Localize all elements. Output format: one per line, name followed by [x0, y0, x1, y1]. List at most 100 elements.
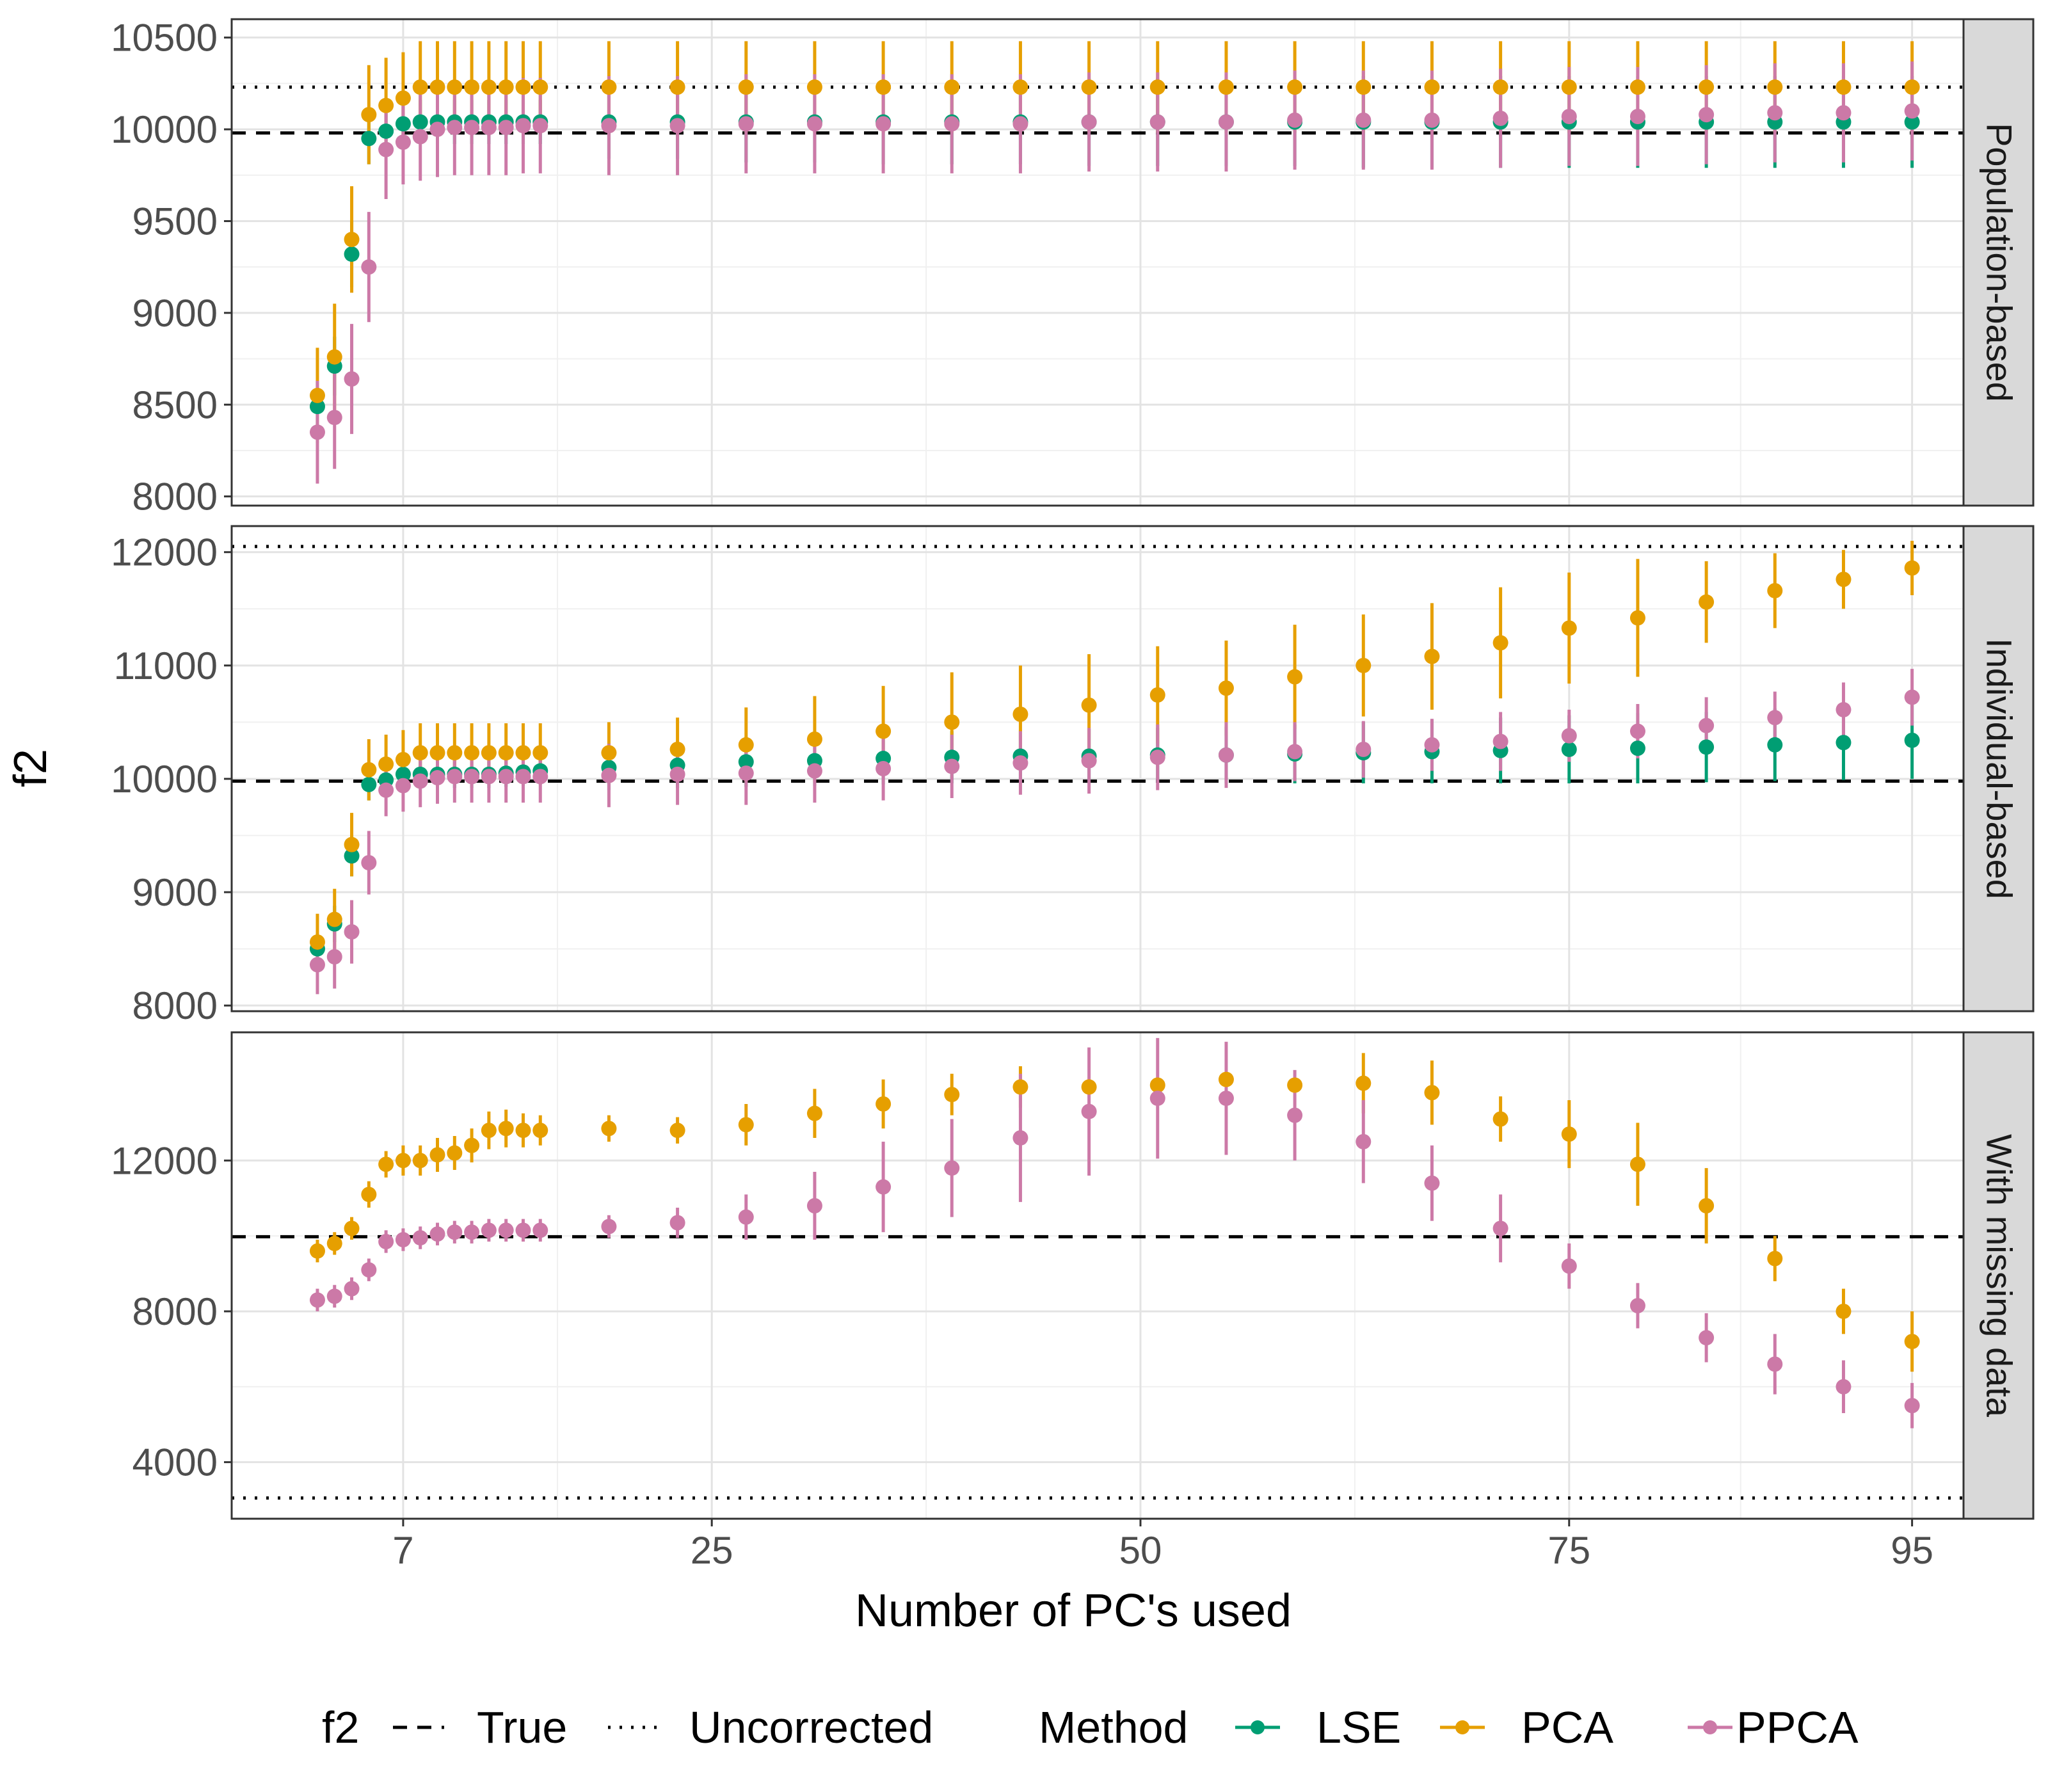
ppca-point: [378, 1233, 394, 1249]
pca-point: [1492, 635, 1508, 651]
legend-key-lse-point: [1251, 1720, 1265, 1734]
ppca-point: [601, 1219, 617, 1235]
ppca-point: [944, 1160, 960, 1176]
pca-point: [395, 751, 411, 767]
ppca-point: [601, 767, 617, 783]
pca-point: [447, 79, 463, 95]
lse-point: [1561, 741, 1577, 757]
pca-point: [498, 1121, 514, 1137]
pca-point: [669, 741, 685, 757]
pca-point: [378, 97, 394, 113]
pca-point: [309, 934, 325, 950]
facet-panels: Population-based 8000 8500 9000 9500 10000 105…: [111, 17, 2035, 1572]
ppca-point: [1012, 116, 1028, 132]
ppca-point: [1287, 1107, 1303, 1123]
pca-point: [806, 1105, 822, 1121]
pca-point: [1012, 79, 1028, 95]
y-tick-label: 10500: [111, 17, 218, 60]
ppca-point: [412, 129, 428, 145]
pca-point: [481, 745, 497, 761]
ppca-point: [429, 770, 445, 786]
ppca-point: [429, 122, 445, 138]
ppca-point: [1904, 103, 1920, 119]
y-tick-label: 12000: [111, 1139, 218, 1182]
ppca-point: [395, 134, 411, 150]
ppca-point: [326, 1288, 342, 1304]
pca-point: [1836, 79, 1852, 95]
ppca-point: [1218, 747, 1234, 763]
ppca-point: [464, 120, 480, 136]
ppca-point: [532, 118, 548, 134]
lse-point: [395, 766, 411, 782]
pca-point: [1767, 582, 1783, 598]
y-tick-label: 8000: [132, 984, 218, 1027]
pca-point: [1149, 687, 1165, 703]
lse-point: [378, 123, 394, 139]
pca-point: [515, 79, 531, 95]
ppca-point: [1149, 749, 1165, 765]
ppca-point: [361, 259, 377, 275]
ppca-point: [1081, 114, 1097, 130]
ppca-point: [344, 1281, 360, 1297]
ppca-point: [481, 769, 497, 785]
pca-point: [532, 745, 548, 761]
pca-point: [1561, 620, 1577, 636]
pca-point: [481, 79, 497, 95]
facet-strip-label: Individual-based: [1980, 638, 2020, 899]
pca-point: [1836, 572, 1852, 588]
legend-label-true: True: [477, 1702, 567, 1752]
ppca-point: [361, 854, 377, 870]
ppca-point: [738, 765, 754, 781]
ppca-point: [515, 769, 531, 785]
pca-point: [395, 90, 411, 106]
lse-point: [1699, 739, 1715, 755]
ppca-point: [464, 769, 480, 785]
pca-point: [876, 1096, 892, 1112]
ppca-point: [944, 758, 960, 774]
ppca-point: [1561, 1258, 1577, 1274]
pca-point: [1699, 1198, 1715, 1214]
pca-point: [1424, 1085, 1440, 1101]
facet-strip: [1962, 1031, 2035, 1520]
ppca-point: [1904, 689, 1920, 705]
ppca-point: [1561, 728, 1577, 744]
ppca-point: [806, 1198, 822, 1214]
lse-point: [738, 754, 754, 770]
ppca-point: [1492, 1220, 1508, 1236]
pca-point: [1081, 1079, 1097, 1095]
pca-point: [1629, 1156, 1645, 1172]
pca-point: [1356, 79, 1372, 95]
ppca-point: [1629, 723, 1645, 739]
pca-point: [601, 1121, 617, 1137]
pca-point: [1904, 1334, 1920, 1350]
ppca-point: [498, 120, 514, 136]
pca-point: [309, 387, 325, 403]
legend-label-uncorrected: Uncorrected: [689, 1702, 933, 1752]
pca-point: [1904, 560, 1920, 576]
ppca-point: [1836, 105, 1852, 121]
ppca-point: [1629, 109, 1645, 124]
pca-point: [1699, 594, 1715, 610]
y-tick-label: 8000: [132, 476, 218, 518]
ppca-point: [515, 1222, 531, 1238]
ppca-point: [1699, 107, 1715, 123]
pca-point: [1218, 1071, 1234, 1087]
pca-point: [1561, 1126, 1577, 1142]
ppca-point: [1904, 1398, 1920, 1414]
x-tick-label: 25: [691, 1529, 733, 1572]
pca-point: [1561, 79, 1577, 95]
x-axis-title: Number of PC's used: [855, 1585, 1292, 1636]
pca-point: [309, 1243, 325, 1259]
ppca-point: [309, 957, 325, 973]
y-tick-label: 8000: [132, 1290, 218, 1333]
pca-point: [429, 79, 445, 95]
ppca-point: [412, 773, 428, 789]
ppca-point: [532, 769, 548, 785]
x-tick-label: 50: [1119, 1529, 1162, 1572]
ppca-point: [515, 118, 531, 134]
ppca-point: [378, 141, 394, 157]
ppca-point: [738, 116, 754, 132]
x-tick-label: 95: [1891, 1529, 1933, 1572]
ppca-point: [361, 1262, 377, 1278]
facet-strip-label: Population-based: [1980, 123, 2020, 402]
